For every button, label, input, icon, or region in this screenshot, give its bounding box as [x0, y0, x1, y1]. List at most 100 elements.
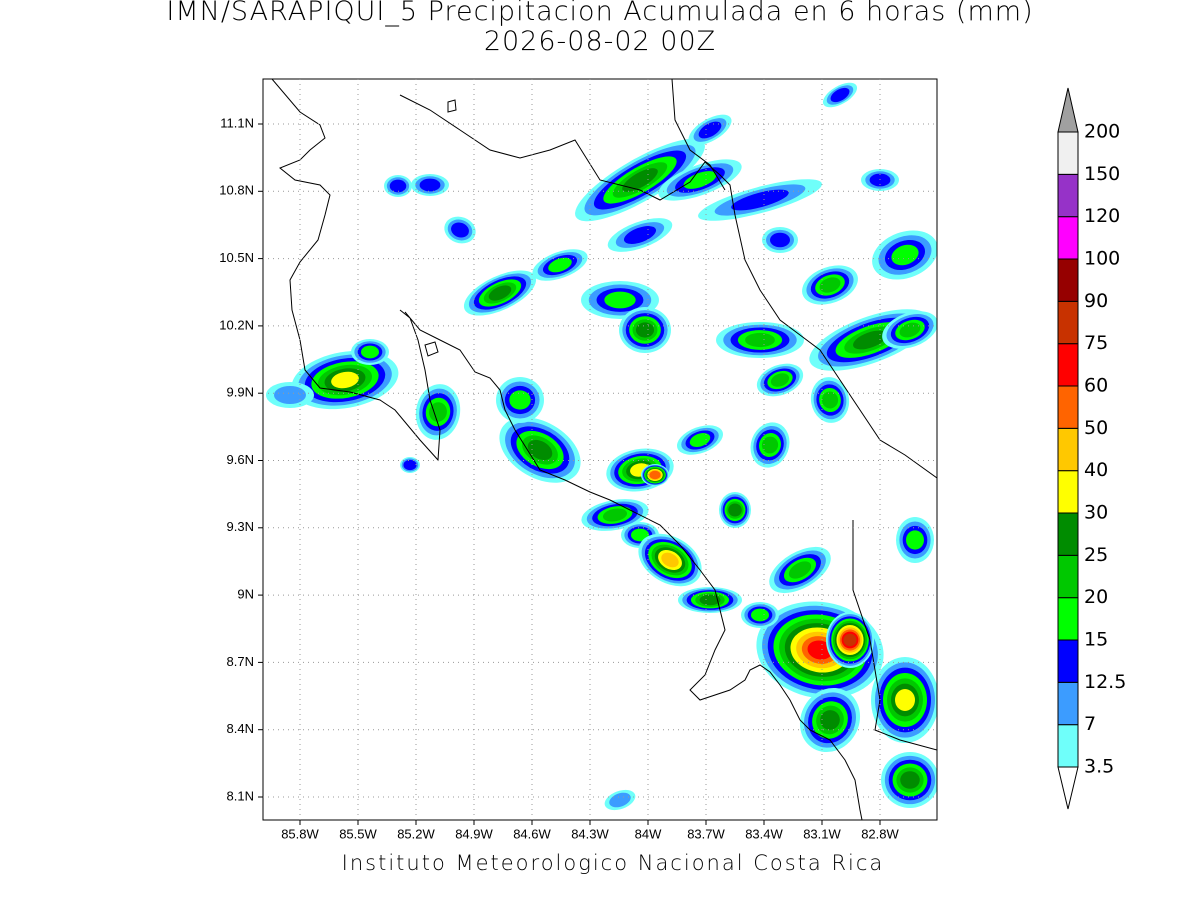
x-tick-label: 84.3W — [571, 826, 609, 841]
colorbar-segment — [1057, 131, 1079, 175]
rain-area — [728, 503, 742, 517]
colorbar-label: 75 — [1084, 332, 1108, 354]
colorbar-segment — [1057, 554, 1079, 599]
x-tick-label: 84W — [635, 826, 662, 841]
rain-area — [820, 710, 840, 730]
colorbar-segment — [1057, 258, 1079, 302]
colorbar-label: 150 — [1084, 163, 1120, 185]
colorbar-under — [1057, 766, 1079, 810]
rain-area — [419, 178, 441, 192]
colorbar-segment — [1057, 300, 1079, 345]
y-tick-label: 8.7N — [227, 654, 254, 669]
y-tick-label: 9.6N — [227, 452, 254, 467]
rain-area — [819, 277, 841, 293]
rain-area — [906, 530, 924, 550]
colorbar-segment — [1057, 724, 1079, 768]
precipitation-field — [266, 82, 937, 811]
colorbar-segment — [1057, 512, 1079, 556]
y-tick-label: 10.5N — [219, 250, 254, 265]
colorbar-label: 15 — [1084, 629, 1108, 651]
rain-area — [731, 189, 789, 211]
rain-area — [274, 386, 306, 404]
rain-area — [745, 332, 775, 348]
colorbar-label: 30 — [1084, 502, 1108, 524]
colorbar-segment — [1057, 639, 1079, 683]
rain-area — [698, 121, 722, 139]
rain-area — [788, 561, 812, 579]
rain-area — [770, 232, 790, 248]
y-tick-label: 9N — [237, 587, 254, 602]
colorbar-over — [1057, 87, 1079, 133]
colorbar-segment — [1057, 173, 1079, 218]
map-footer: Instituto Meteorologico Nacional Costa R… — [342, 851, 885, 875]
rain-area — [895, 689, 915, 711]
rain-area — [661, 552, 679, 568]
rain-area — [403, 459, 417, 471]
map-title: IMN/SARAPIQUI_5 Precipitacion Acumulada … — [166, 0, 1033, 27]
rain-area — [689, 433, 711, 447]
colorbar-label: 100 — [1084, 248, 1120, 270]
colorbar-label: 7 — [1084, 713, 1096, 735]
colorbar-segment — [1057, 470, 1079, 514]
y-tick-label: 8.4N — [227, 721, 254, 736]
rain-area — [770, 373, 790, 387]
coastlines — [271, 79, 937, 820]
y-tick-label: 9.3N — [227, 519, 254, 534]
rain-area — [548, 257, 572, 273]
colorbar-segment — [1057, 597, 1079, 641]
rain-area — [853, 330, 887, 350]
colorbar-label: 50 — [1084, 417, 1108, 439]
x-tick-label: 84.9W — [455, 826, 493, 841]
rain-area — [821, 391, 839, 409]
y-tick-label: 9.9N — [227, 385, 254, 400]
colorbar-label: 60 — [1084, 375, 1108, 397]
map-subtitle: 2026-08-02 00Z — [484, 26, 716, 57]
rain-area — [622, 168, 658, 192]
x-tick-label: 82.8W — [861, 826, 899, 841]
colorbar-label: 120 — [1084, 205, 1120, 227]
rain-area — [891, 244, 919, 266]
colorbar-label: 25 — [1084, 544, 1108, 566]
rain-area — [389, 179, 407, 193]
rain-area — [830, 87, 850, 103]
x-tick-label: 85.2W — [397, 826, 435, 841]
rain-area — [683, 171, 717, 189]
x-tick-label: 83.1W — [803, 826, 841, 841]
rain-area — [807, 640, 833, 660]
x-tick-label: 85.8W — [281, 826, 319, 841]
rain-area — [609, 792, 631, 808]
rain-area — [602, 508, 628, 522]
colorbar-label: 3.5 — [1084, 756, 1114, 778]
rain-area — [451, 222, 469, 238]
rain-area — [631, 528, 649, 542]
y-tick-label: 10.2N — [219, 317, 254, 332]
y-tick-label: 10.8N — [219, 183, 254, 198]
x-tick-label: 83.7W — [687, 826, 725, 841]
y-tick-label: 11.1N — [220, 115, 254, 130]
rain-area — [761, 436, 779, 454]
y-tick-label: 8.1N — [227, 788, 254, 803]
rain-area — [488, 285, 512, 301]
x-tick-label: 85.5W — [339, 826, 377, 841]
colorbar-label: 20 — [1084, 586, 1108, 608]
colorbar-segment — [1057, 427, 1079, 472]
rain-area — [331, 371, 359, 389]
rain-area — [900, 771, 920, 789]
colorbar-label: 90 — [1084, 290, 1108, 312]
rain-area — [509, 390, 531, 410]
rain-area — [604, 291, 636, 309]
rain-area — [899, 322, 921, 338]
colorbar-label: 200 — [1084, 121, 1120, 143]
colorbar-segment — [1057, 216, 1079, 260]
colorbar-segment — [1057, 343, 1079, 387]
colorbar-label: 40 — [1084, 459, 1108, 481]
x-tick-label: 84.6W — [513, 826, 551, 841]
x-tick-label: 83.4W — [745, 826, 783, 841]
colorbar-segment — [1057, 385, 1079, 429]
map-frame — [262, 78, 938, 821]
rain-area — [699, 594, 721, 606]
rain-area — [623, 226, 657, 244]
rain-area — [843, 633, 857, 647]
rain-area — [361, 345, 379, 359]
